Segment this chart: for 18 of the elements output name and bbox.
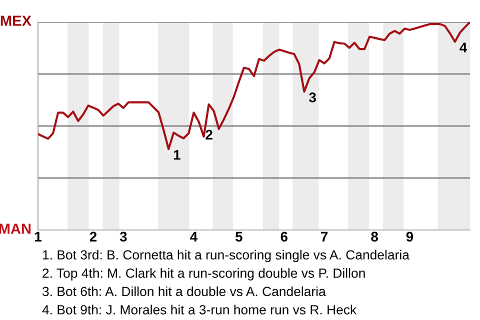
annotation: 1 — [174, 150, 180, 160]
x-tick-label: 9 — [406, 232, 414, 242]
text: MEX — [0, 16, 32, 26]
text: 2. Top 4th: M. Clark hit a run-scoring double vs P. Dillon — [42, 268, 365, 280]
x-tick-label: 2 — [90, 232, 97, 242]
x-tick-label: 4 — [190, 232, 198, 242]
annotation: 4 — [460, 42, 468, 52]
annotation: 3 — [309, 92, 316, 102]
x-tick-label: 6 — [280, 232, 288, 242]
x-tick-label: 7 — [321, 232, 328, 242]
x-tick-label: 8 — [371, 232, 378, 242]
text: 1. Bot 3rd: B. Cornetta hit a run-scoring single vs A. Candelaria — [43, 250, 410, 262]
text: 4. Bot 9th: J. Morales hit a 3-run home run vs R. Heck — [42, 304, 357, 314]
x-tick-label: 5 — [235, 232, 242, 242]
annotation: 2 — [206, 130, 212, 140]
x-tick-label: 1 — [35, 232, 42, 242]
x-tick-label: 3 — [120, 232, 127, 242]
text: 3. Bot 6th: A. Dillon hit a double vs A. Candelaria — [42, 286, 326, 296]
